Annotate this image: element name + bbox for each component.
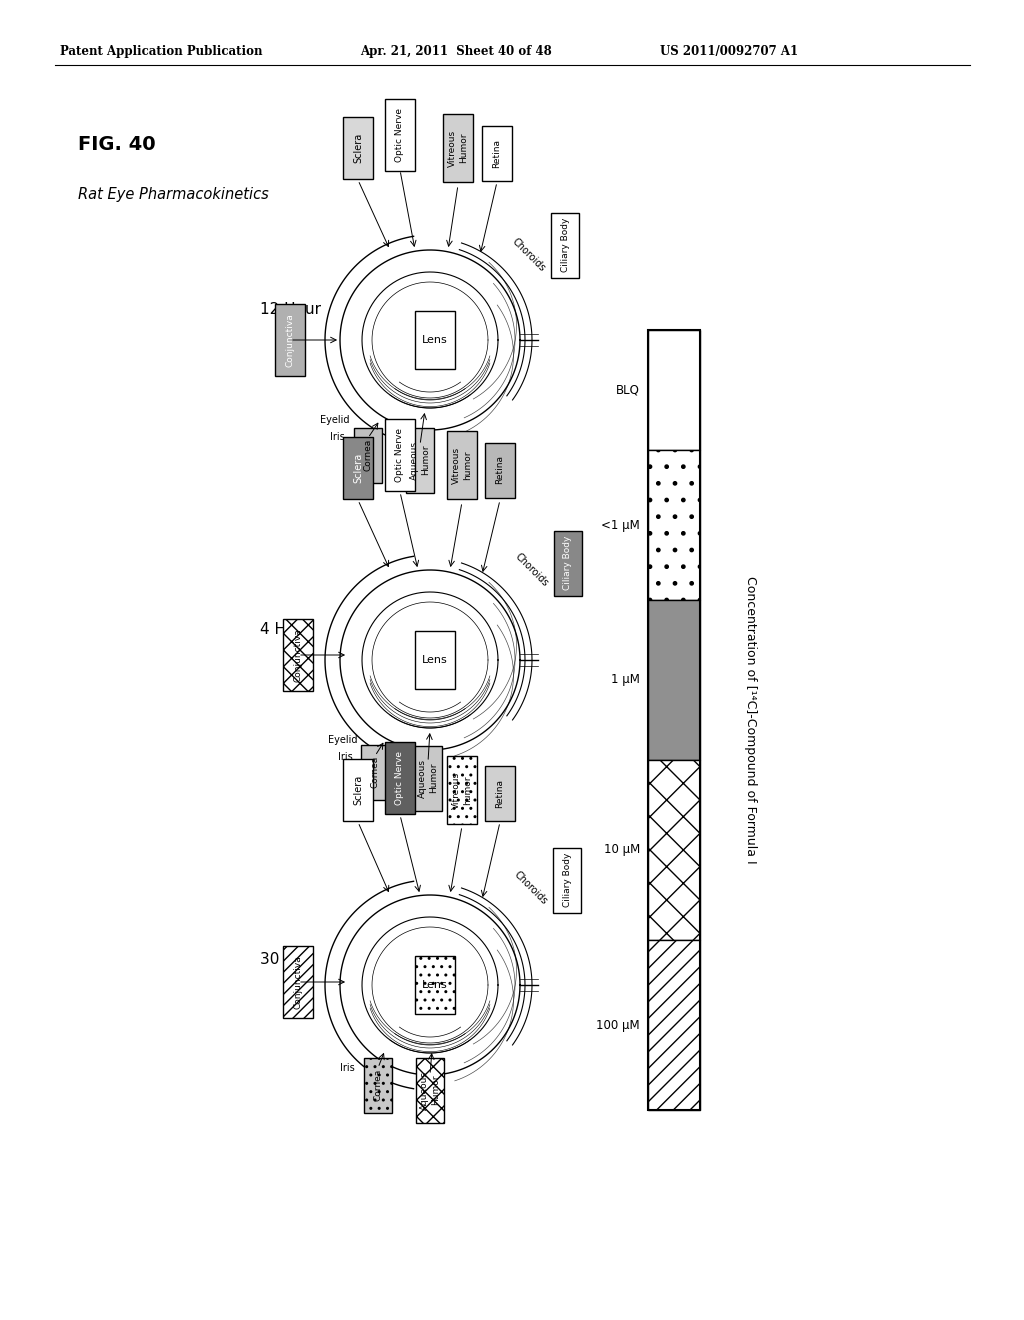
Bar bbox=[414, 746, 442, 810]
Bar bbox=[406, 428, 434, 492]
Text: Choroids: Choroids bbox=[512, 870, 549, 907]
Bar bbox=[415, 312, 455, 370]
Bar bbox=[385, 742, 415, 814]
Text: Iris: Iris bbox=[330, 432, 345, 442]
Text: Rat Eye Pharmacokinetics: Rat Eye Pharmacokinetics bbox=[78, 187, 268, 202]
Text: US 2011/0092707 A1: US 2011/0092707 A1 bbox=[660, 45, 798, 58]
Bar bbox=[648, 330, 700, 450]
Text: Lens: Lens bbox=[422, 655, 447, 665]
Text: Conjunctiva: Conjunctiva bbox=[294, 956, 302, 1008]
Text: Apr. 21, 2011  Sheet 40 of 48: Apr. 21, 2011 Sheet 40 of 48 bbox=[360, 45, 552, 58]
Text: Retina: Retina bbox=[493, 139, 502, 168]
Bar bbox=[648, 940, 700, 1110]
Bar bbox=[648, 450, 700, 601]
Bar bbox=[361, 744, 389, 800]
Text: Eyelid: Eyelid bbox=[319, 414, 349, 425]
Bar bbox=[385, 418, 415, 491]
Bar bbox=[415, 631, 455, 689]
Bar bbox=[354, 428, 382, 483]
Text: Sclera: Sclera bbox=[353, 775, 362, 805]
Text: Concentration of [¹⁴C]-Compound of Formula I: Concentration of [¹⁴C]-Compound of Formu… bbox=[743, 577, 757, 863]
Text: Eyelid: Eyelid bbox=[328, 735, 357, 744]
Text: Choroids: Choroids bbox=[513, 552, 550, 589]
Bar bbox=[648, 330, 700, 1110]
Text: Sclera: Sclera bbox=[353, 133, 362, 164]
Text: Optic Nerve: Optic Nerve bbox=[395, 108, 404, 162]
Text: 4 Hour: 4 Hour bbox=[260, 623, 311, 638]
Text: 30 Min: 30 Min bbox=[260, 953, 311, 968]
Bar bbox=[554, 531, 582, 595]
Text: Ciliary Body: Ciliary Body bbox=[562, 853, 571, 907]
Text: Lens: Lens bbox=[422, 979, 447, 990]
Bar bbox=[553, 847, 581, 912]
Text: Choroids: Choroids bbox=[510, 236, 547, 273]
Bar bbox=[416, 1057, 444, 1122]
Bar bbox=[283, 946, 313, 1018]
Text: Iris: Iris bbox=[340, 1063, 354, 1073]
Text: <1 μM: <1 μM bbox=[601, 519, 640, 532]
Bar bbox=[482, 125, 512, 181]
Bar bbox=[485, 766, 515, 821]
Text: 12 Hour: 12 Hour bbox=[260, 302, 321, 318]
Bar bbox=[648, 760, 700, 940]
Text: Vitreous
Humor: Vitreous Humor bbox=[449, 129, 468, 166]
Bar bbox=[447, 756, 477, 824]
Text: Sclera: Sclera bbox=[353, 453, 362, 483]
Bar bbox=[343, 117, 373, 180]
Text: Retina: Retina bbox=[496, 779, 505, 808]
Text: 10 μM: 10 μM bbox=[604, 843, 640, 857]
Text: Optic Nerve: Optic Nerve bbox=[395, 428, 404, 482]
Text: Retina: Retina bbox=[496, 455, 505, 484]
Text: Lens: Lens bbox=[422, 335, 447, 345]
Text: Aqueous
Humor: Aqueous Humor bbox=[420, 1071, 439, 1110]
Bar bbox=[447, 432, 477, 499]
Text: Patent Application Publication: Patent Application Publication bbox=[60, 45, 262, 58]
Bar bbox=[343, 437, 373, 499]
Bar bbox=[343, 759, 373, 821]
Text: Conjunctiva: Conjunctiva bbox=[294, 628, 302, 682]
Text: Cornea: Cornea bbox=[371, 756, 380, 788]
Bar bbox=[415, 956, 455, 1014]
Bar bbox=[385, 99, 415, 172]
Bar bbox=[648, 601, 700, 760]
Text: FIG. 40: FIG. 40 bbox=[78, 136, 156, 154]
Text: Optic Nerve: Optic Nerve bbox=[395, 751, 404, 805]
Text: Aqueous
Humor: Aqueous Humor bbox=[411, 441, 430, 479]
Text: Conjunctiva: Conjunctiva bbox=[286, 313, 295, 367]
Text: Ciliary Body: Ciliary Body bbox=[560, 218, 569, 272]
Text: Ciliary Body: Ciliary Body bbox=[563, 536, 572, 590]
Text: Cornea: Cornea bbox=[374, 1069, 383, 1101]
Bar bbox=[485, 442, 515, 498]
Text: Vitreous
humor: Vitreous humor bbox=[453, 446, 472, 483]
Text: 100 μM: 100 μM bbox=[596, 1019, 640, 1031]
Bar bbox=[275, 304, 305, 376]
Bar bbox=[551, 213, 579, 277]
Bar bbox=[283, 619, 313, 690]
Text: 1 μM: 1 μM bbox=[611, 673, 640, 686]
Bar bbox=[364, 1057, 392, 1113]
Text: Aqueous
Humor: Aqueous Humor bbox=[418, 759, 437, 797]
Text: Cornea: Cornea bbox=[364, 438, 373, 471]
Text: Vitreous
humor: Vitreous humor bbox=[453, 771, 472, 809]
Bar bbox=[443, 114, 473, 182]
Text: Iris: Iris bbox=[338, 752, 352, 762]
Text: BLQ: BLQ bbox=[616, 384, 640, 396]
